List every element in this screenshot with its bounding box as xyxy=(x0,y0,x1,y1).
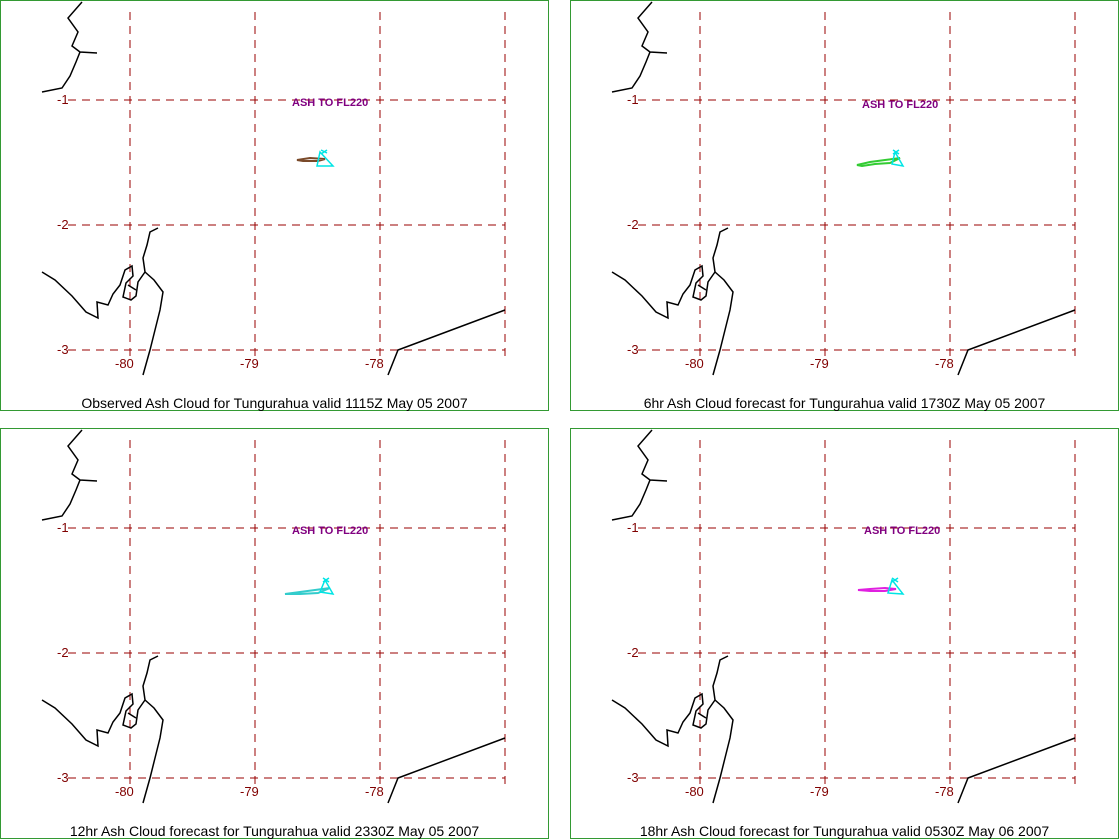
map-panel-6hr: ASH TO FL220 -1 -2 -3 -80 -79 -78 6hr As… xyxy=(570,0,1119,411)
lat-label-2: -2 xyxy=(627,217,639,232)
ash-cloud-shape xyxy=(284,577,335,595)
map-panel-18hr: ASH TO FL220 -1 -2 -3 -80 -79 -78 18hr A… xyxy=(570,428,1119,839)
ash-altitude-label: ASH TO FL220 xyxy=(864,525,941,537)
map-canvas xyxy=(570,0,1119,411)
lat-label-2: -2 xyxy=(627,645,639,660)
lon-label-78: -78 xyxy=(935,784,954,799)
ash-cloud-shape xyxy=(296,149,335,167)
lon-label-78: -78 xyxy=(365,784,384,799)
lat-label-2: -2 xyxy=(57,217,69,232)
coastline xyxy=(41,429,506,804)
lat-label-3: -3 xyxy=(627,342,639,357)
lat-lon-grid xyxy=(638,440,1076,786)
map-panel-observed: ASH TO FL220 -1 -2 -3 -80 -79 -78 Observ… xyxy=(0,0,549,411)
map-panel-12hr: ASH TO FL220 -1 -2 -3 -80 -79 -78 12hr A… xyxy=(0,428,549,839)
lat-label-3: -3 xyxy=(57,342,69,357)
coastline xyxy=(41,1,506,376)
panel-caption: 12hr Ash Cloud forecast for Tungurahua v… xyxy=(69,823,480,839)
lon-label-79: -79 xyxy=(240,356,259,371)
map-canvas xyxy=(0,428,549,839)
panel-caption: 6hr Ash Cloud forecast for Tungurahua va… xyxy=(643,395,1046,411)
ash-cloud-shape xyxy=(856,149,905,168)
panel-caption: 18hr Ash Cloud forecast for Tungurahua v… xyxy=(639,823,1050,839)
lon-label-80: -80 xyxy=(115,356,134,371)
ash-altitude-label: ASH TO FL220 xyxy=(292,97,369,109)
lon-label-80: -80 xyxy=(115,784,134,799)
lon-label-80: -80 xyxy=(685,784,704,799)
lat-lon-grid xyxy=(638,12,1076,358)
lon-label-78: -78 xyxy=(365,356,384,371)
panel-caption: Observed Ash Cloud for Tungurahua valid … xyxy=(81,395,468,411)
lat-label-1: -1 xyxy=(57,92,69,107)
coastline xyxy=(611,1,1076,376)
lon-label-79: -79 xyxy=(810,784,829,799)
lat-label-2: -2 xyxy=(57,645,69,660)
map-canvas xyxy=(570,428,1119,839)
lon-label-79: -79 xyxy=(240,784,259,799)
lon-label-80: -80 xyxy=(685,356,704,371)
lat-label-1: -1 xyxy=(627,520,639,535)
lon-label-78: -78 xyxy=(935,356,954,371)
lat-label-1: -1 xyxy=(57,520,69,535)
lat-label-3: -3 xyxy=(57,770,69,785)
lat-label-1: -1 xyxy=(627,92,639,107)
coastline xyxy=(611,429,1076,804)
lat-label-3: -3 xyxy=(627,770,639,785)
ash-altitude-label: ASH TO FL220 xyxy=(292,525,369,537)
lon-label-79: -79 xyxy=(810,356,829,371)
ash-cloud-shape xyxy=(857,577,905,595)
lat-lon-grid xyxy=(68,440,506,786)
ash-altitude-label: ASH TO FL220 xyxy=(862,99,939,111)
map-canvas xyxy=(0,0,549,411)
lat-lon-grid xyxy=(68,12,506,358)
